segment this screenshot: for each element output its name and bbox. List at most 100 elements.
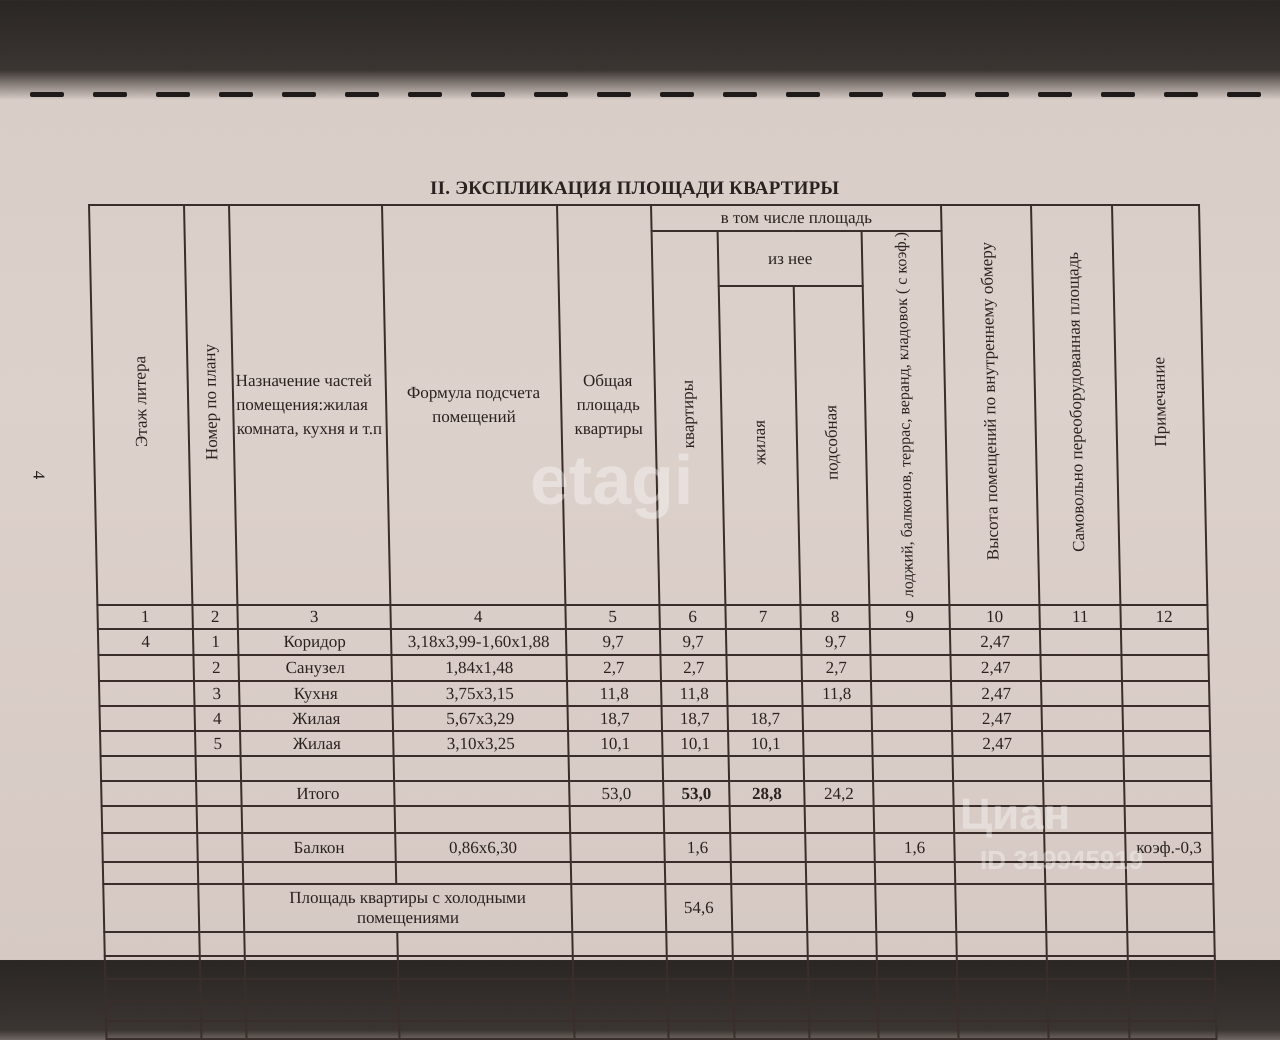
table-cell [197,862,244,885]
table-cell [803,756,874,782]
table-cell: 5,67х3,29 [392,706,569,732]
binding-hole [912,92,946,97]
table-cell: 5 [195,731,241,757]
table-cell: 53,0 [663,781,730,807]
table-cell [1122,706,1211,732]
empty-row [106,1021,1217,1040]
table-cell [662,756,730,782]
table-cell: 2,7 [801,655,871,682]
table-row: 2 Санузел 1,84х1,48 2,7 2,7 2,7 2,47 [98,655,1210,682]
header-purpose: Назначение частей помещения:жилая комнат… [229,205,391,606]
table-row: 4 Жилая 5,67х3,29 18,7 18,7 18,7 2,47 [99,706,1211,732]
table-cell: 11,8 [660,681,728,707]
binding-hole [93,92,127,97]
table-cell: Жилая [240,731,394,757]
table-row: 3 Кухня 3,75х3,15 11,8 11,8 11,8 2,47 [98,681,1210,707]
table-cell [241,806,396,834]
column-number: 12 [1120,605,1208,630]
table-cell [570,862,666,885]
table-cell: 2,47 [949,629,1041,656]
table-cell: 2,47 [950,655,1042,682]
table-row [100,756,1212,782]
table-cell: 2,7 [660,655,727,682]
table-cell [102,833,198,863]
table-cell [802,706,873,732]
table-cell [730,833,806,863]
column-number: 8 [800,605,870,630]
table-cell [726,655,802,682]
table-cell: 53,0 [569,781,664,807]
table-cell [102,862,199,885]
table-cell [394,806,571,834]
column-number: 4 [390,605,566,630]
table-cell [101,806,198,834]
binding-hole [1164,92,1198,97]
column-number: 6 [659,605,726,630]
table-cell [242,862,397,885]
column-number: 3 [237,605,391,630]
table-cell: 10,1 [662,731,729,757]
binding-hole [975,92,1009,97]
table-cell: 0,86х6,30 [395,833,571,863]
table-cell [101,781,197,807]
table-cell [725,629,802,656]
table-cell [871,706,953,732]
column-number: 10 [949,605,1040,630]
table-cell: 2 [193,655,239,682]
watermark-etagi: etagi [530,441,694,519]
table-cell: 2,47 [952,731,1043,757]
table-cell [870,655,952,682]
table-cell: 2,47 [951,681,1042,707]
table-cell [804,806,875,834]
binding-hole [534,92,568,97]
table-cell [100,756,197,782]
header-height: Высота помещений по внутреннему обмеру [941,205,1040,606]
table-cell: Кухня [238,681,393,707]
table-row: 5 Жилая 3,10х3,25 10,1 10,1 10,1 2,47 [100,731,1211,757]
binding-hole [1038,92,1072,97]
table-cell: 9,7 [565,629,661,656]
column-number: 2 [192,605,238,630]
table-cell: 18,7 [567,706,663,732]
table-cell [663,806,731,834]
table-cell: 2,7 [566,655,661,682]
table-cell [1039,629,1122,656]
table-cell [726,681,803,707]
binding-hole [345,92,379,97]
cold-total-row: Площадь квартиры с холодными помещениями… [103,884,1215,933]
binding-hole [597,92,631,97]
header-floor: Этаж литера [89,205,193,606]
table-cell [730,862,807,885]
binding-hole [1227,92,1261,97]
table-cell [1042,756,1125,782]
table-cell [568,756,664,782]
table-cell: 2,47 [951,706,1043,732]
column-number: 7 [725,605,801,630]
header-note: Примечание [1112,205,1208,606]
binding-hole [471,92,505,97]
table-cell: 18,7 [727,706,804,732]
table-cell: Итого [241,781,395,807]
table-cell: 11,8 [801,681,872,707]
explication-table: Этаж литера Номер по плану Назначение ча… [88,204,1218,1040]
table-cell [869,629,951,656]
binding-hole [849,92,883,97]
table-cell: 3,18х3,99-1,60х1,88 [390,629,567,656]
table-cell [196,781,242,807]
table-cell [1041,681,1123,707]
table-cell [394,781,570,807]
binding-hole [408,92,442,97]
header-total-area: Общая площадь квартиры [557,205,660,606]
table-cell [1042,731,1124,757]
header-of-which: из нее [717,231,863,287]
table-cell [569,806,665,834]
column-numbers-row: 1 2 3 4 5 6 7 8 9 10 11 12 [97,605,1208,630]
table-cell [393,756,570,782]
column-number: 9 [869,605,950,630]
binding-strip [0,88,1280,102]
binding-hole [723,92,757,97]
table-cell [98,655,194,682]
table-cell [873,781,954,807]
header-living: жилая [718,286,801,606]
header-unauthorized: Самовольно переоборудованная площадь [1031,205,1121,606]
